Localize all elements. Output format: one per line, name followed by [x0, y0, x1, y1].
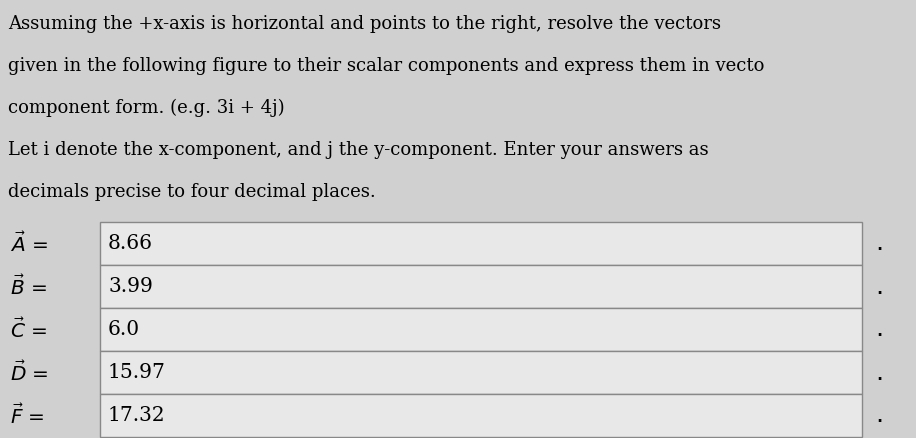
- Text: $\vec{C}$ =: $\vec{C}$ =: [10, 317, 48, 342]
- Text: $\vec{B}$ =: $\vec{B}$ =: [10, 274, 47, 299]
- Text: .: .: [875, 273, 883, 300]
- Text: 3.99: 3.99: [108, 277, 153, 296]
- Text: .: .: [875, 317, 883, 343]
- Text: given in the following figure to their scalar components and express them in vec: given in the following figure to their s…: [8, 57, 764, 75]
- Text: .: .: [875, 230, 883, 257]
- Text: component form. (e.g. 3i + 4j): component form. (e.g. 3i + 4j): [8, 99, 285, 117]
- Text: $\vec{F}$ =: $\vec{F}$ =: [10, 403, 45, 428]
- Text: Let i denote the x-component, and j the y-component. Enter your answers as: Let i denote the x-component, and j the …: [8, 141, 709, 159]
- Text: .: .: [875, 403, 883, 428]
- Bar: [100, 265, 862, 308]
- Text: decimals precise to four decimal places.: decimals precise to four decimal places.: [8, 183, 376, 201]
- Text: $\vec{D}$ =: $\vec{D}$ =: [10, 360, 49, 385]
- Text: .: .: [875, 360, 883, 385]
- Bar: [100, 351, 862, 394]
- Text: 15.97: 15.97: [108, 363, 166, 382]
- Bar: [100, 222, 862, 265]
- Bar: [100, 308, 862, 351]
- Text: 8.66: 8.66: [108, 234, 153, 253]
- Text: 6.0: 6.0: [108, 320, 140, 339]
- Text: 17.32: 17.32: [108, 406, 166, 425]
- Text: $\vec{A}$ =: $\vec{A}$ =: [10, 231, 48, 256]
- Bar: [100, 394, 862, 437]
- Text: Assuming the +x-axis is horizontal and points to the right, resolve the vectors: Assuming the +x-axis is horizontal and p…: [8, 15, 721, 33]
